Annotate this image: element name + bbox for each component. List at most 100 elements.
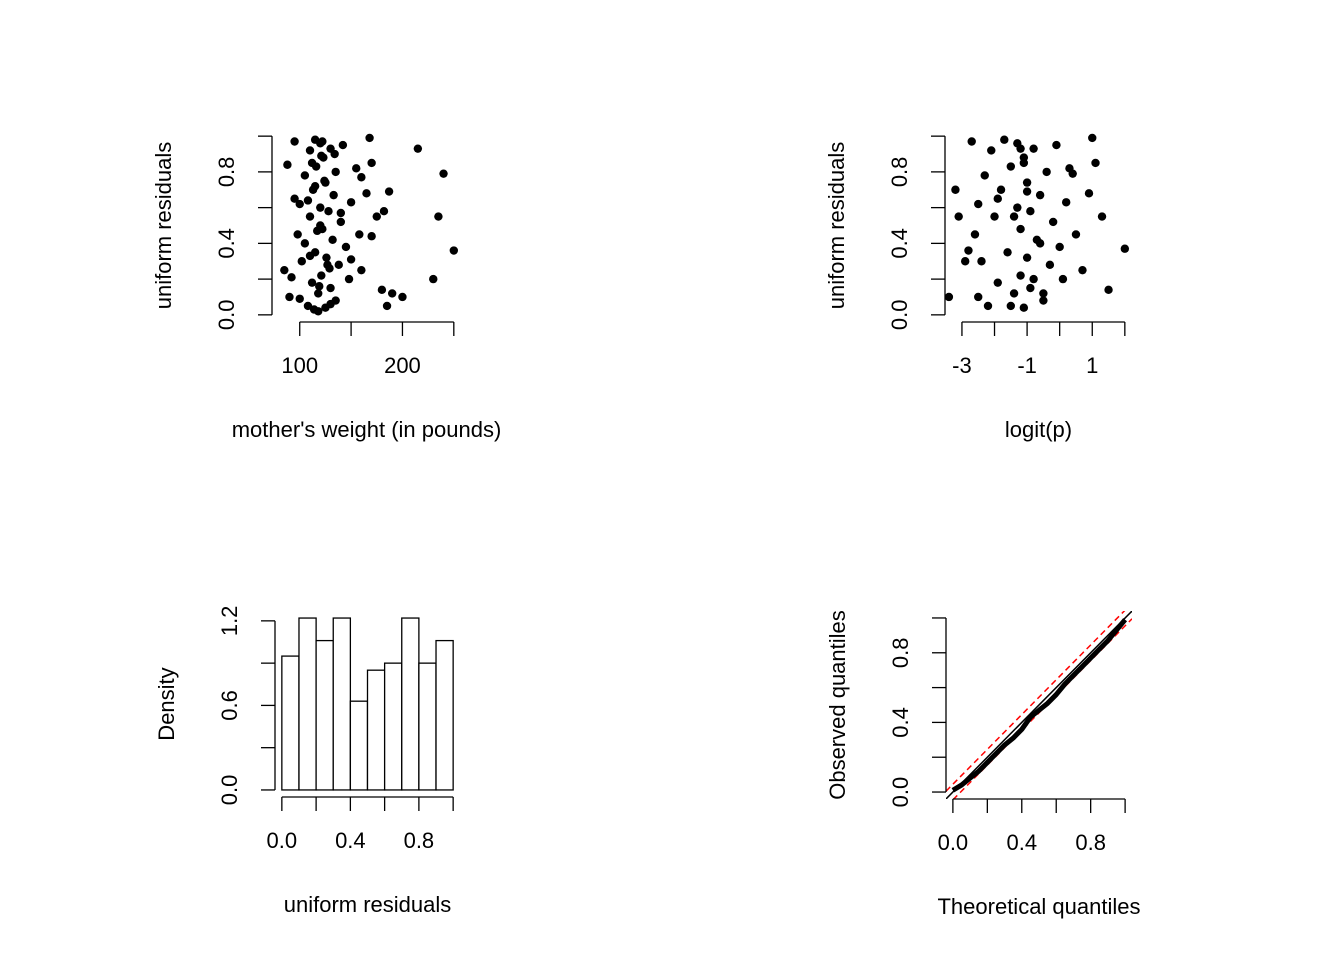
- point: [285, 292, 294, 302]
- point: [300, 239, 310, 248]
- y-tick-label: 0.4: [887, 228, 912, 259]
- point: [1039, 289, 1048, 298]
- point: [434, 212, 443, 221]
- point: [310, 181, 320, 191]
- point: [355, 230, 364, 239]
- point: [307, 158, 317, 168]
- point: [1016, 224, 1025, 234]
- point: [974, 199, 983, 209]
- point: [1120, 244, 1130, 253]
- point: [983, 301, 993, 311]
- x-tick-label: 200: [384, 353, 421, 378]
- point: [1052, 140, 1061, 150]
- point: [344, 274, 354, 284]
- bar: [383, 662, 403, 791]
- point: [990, 212, 999, 221]
- point: [954, 212, 963, 221]
- x-tick-label: 0.8: [404, 828, 435, 853]
- point: [1022, 187, 1032, 196]
- point: [346, 255, 356, 264]
- x-axis-title: mother's weight (in pounds): [232, 417, 502, 442]
- point: [1026, 283, 1035, 293]
- point: [290, 194, 299, 203]
- point: [993, 278, 1002, 287]
- reference-line: [946, 611, 1132, 799]
- point: [367, 158, 376, 168]
- point: [336, 208, 346, 218]
- point: [316, 203, 325, 212]
- bar: [332, 617, 352, 791]
- point: [305, 251, 315, 261]
- point: [382, 301, 392, 311]
- point: [357, 265, 366, 275]
- point: [372, 212, 381, 221]
- y-tick-label: 0.6: [217, 690, 242, 721]
- bar: [366, 669, 386, 791]
- point: [987, 146, 996, 155]
- point: [295, 199, 304, 209]
- point: [951, 185, 960, 194]
- x-tick-label: 0.0: [938, 830, 969, 855]
- y-axis-title: Density: [154, 667, 179, 740]
- point: [314, 289, 323, 298]
- point: [293, 230, 302, 239]
- panel: -3 -1 1 0.0 0.4 0.8 logit(p) uniform residuals: [824, 133, 1130, 442]
- point: [300, 171, 310, 180]
- point: [1003, 248, 1012, 257]
- point: [439, 169, 448, 178]
- point: [1078, 265, 1087, 275]
- point: [317, 271, 326, 280]
- y-axis-title: uniform residuals: [151, 142, 176, 310]
- bar: [281, 655, 300, 791]
- bar: [315, 639, 334, 791]
- y-tick-label: 1.2: [217, 606, 242, 637]
- point: [1042, 167, 1051, 177]
- point: [367, 232, 376, 241]
- point: [334, 260, 343, 270]
- point: [1006, 162, 1016, 171]
- point: [346, 198, 356, 207]
- point: [1068, 169, 1077, 178]
- point: [357, 173, 366, 182]
- point: [1006, 301, 1016, 311]
- point: [312, 226, 322, 236]
- point: [1019, 158, 1029, 168]
- y-tick-label: 0.0: [217, 775, 242, 806]
- point: [305, 146, 315, 155]
- y-axis-title: Observed quantiles: [825, 610, 850, 800]
- point: [336, 217, 346, 227]
- bar: [349, 700, 369, 791]
- point: [944, 292, 954, 302]
- point: [1104, 285, 1113, 295]
- point: [1058, 274, 1068, 284]
- point: [295, 294, 304, 303]
- panel: 100 200 0.0 0.4 0.8 mother's weight (in pound…: [151, 133, 502, 442]
- point: [307, 278, 317, 287]
- point: [977, 257, 986, 266]
- point: [338, 140, 348, 150]
- point: [1022, 178, 1032, 187]
- point: [297, 257, 306, 266]
- point: [1048, 217, 1058, 227]
- point: [398, 292, 407, 302]
- point: [1035, 190, 1045, 200]
- point: [970, 230, 980, 239]
- point: [318, 137, 327, 146]
- point: [328, 235, 337, 244]
- point: [1022, 253, 1032, 262]
- point: [413, 144, 423, 153]
- point: [341, 242, 351, 252]
- point: [1091, 158, 1100, 168]
- x-axis-title: uniform residuals: [284, 892, 452, 917]
- point: [449, 246, 459, 255]
- x-tick-label: -3: [952, 353, 972, 378]
- point: [309, 305, 319, 314]
- point: [1061, 198, 1071, 207]
- point: [1016, 144, 1025, 153]
- point: [1019, 303, 1029, 312]
- bar: [418, 662, 437, 791]
- x-tick-label: 0.4: [1006, 830, 1037, 855]
- point: [1045, 260, 1055, 270]
- point: [1009, 289, 1019, 298]
